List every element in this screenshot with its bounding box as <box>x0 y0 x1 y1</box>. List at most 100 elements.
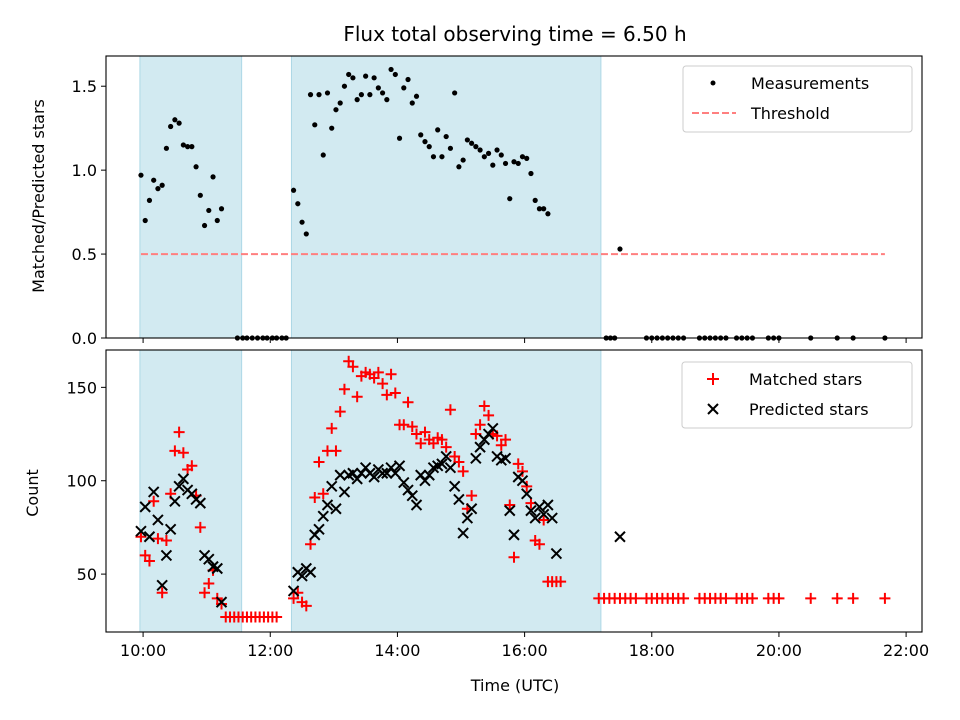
measurements-point <box>371 75 377 81</box>
predicted-stars-point <box>465 503 478 515</box>
measurements-point <box>375 85 381 91</box>
predicted-stars-point <box>194 497 207 509</box>
measurements-point <box>307 92 314 98</box>
matched-stars-point <box>457 465 469 477</box>
measurements-point <box>528 170 534 177</box>
matched-stars-point <box>381 389 393 401</box>
predicted-stars-point <box>474 441 486 453</box>
matched-stars-point <box>508 551 520 563</box>
predicted-stars-point <box>542 499 554 511</box>
matched-stars-point <box>453 456 465 468</box>
predicted-stars-point <box>546 512 558 524</box>
measurements-point <box>443 133 449 140</box>
predicted-stars-point <box>368 471 380 483</box>
measurements-point <box>541 206 547 212</box>
bottom-axes-frame <box>105 349 923 633</box>
top-y-tick-label: 0.0 <box>72 329 97 348</box>
predicted-stars-point <box>508 529 520 541</box>
legend-measurements-label: Measurements <box>751 74 869 93</box>
measurements-point <box>146 197 153 203</box>
measurements-point <box>379 90 386 96</box>
matched-stars-point <box>415 437 427 449</box>
matched-stars-point <box>368 372 380 384</box>
matched-stars-point <box>330 445 342 457</box>
measurements-point <box>303 231 309 237</box>
measurements-point <box>290 187 297 193</box>
measurements-point <box>299 219 305 225</box>
measurements-point <box>218 206 225 212</box>
top-y-tick-label: 1.0 <box>72 161 97 180</box>
top-shaded-interval <box>290 56 602 338</box>
legend-predicted-label: Predicted stars <box>749 400 869 419</box>
predicted-stars-point <box>410 499 423 511</box>
measurements-point <box>384 97 390 103</box>
measurements-point <box>206 207 212 214</box>
matched-stars-point <box>372 366 384 378</box>
predicted-stars-point <box>537 508 550 521</box>
matched-stars-point <box>504 499 516 511</box>
predicted-stars-point <box>211 562 223 575</box>
matched-stars-point <box>678 592 690 604</box>
measurements-point <box>439 154 445 160</box>
measurements-point <box>350 75 356 81</box>
top-shaded-interval <box>139 56 243 338</box>
measurements-point <box>532 197 538 203</box>
measurements-point <box>316 92 322 98</box>
predicted-stars-point <box>533 501 546 513</box>
measurements-point <box>515 160 521 167</box>
predicted-stars-point <box>156 579 168 592</box>
matched-stars-point <box>436 434 448 446</box>
predicted-stars-point <box>614 531 626 543</box>
measurements-point <box>214 217 220 224</box>
measurements-point <box>494 147 500 153</box>
predicted-stars-point <box>313 523 325 535</box>
measurements-point <box>142 217 148 224</box>
matched-stars-point <box>385 368 397 380</box>
matched-stars-point <box>402 396 414 408</box>
matched-stars-point <box>351 391 363 403</box>
measurements-point <box>447 145 454 151</box>
measurements-point <box>329 125 335 131</box>
measurements-point <box>163 145 170 151</box>
matched-stars-point <box>148 495 160 507</box>
matched-stars-point <box>470 428 482 440</box>
predicted-stars-point <box>448 480 461 493</box>
bottom-shaded-interval <box>139 350 243 632</box>
measurements-point <box>502 160 509 167</box>
predicted-stars-point <box>160 549 173 562</box>
measurements-point <box>396 135 403 141</box>
x-tick-label: 10:00 <box>120 641 166 660</box>
top-y-tick-label: 1.5 <box>72 77 97 96</box>
predicted-stars-point <box>453 493 465 506</box>
predicted-stars-point <box>376 467 389 479</box>
predicted-stars-point <box>147 486 160 498</box>
matched-stars-point <box>483 409 495 421</box>
top-plot-area <box>139 56 885 338</box>
measurements-point <box>358 92 364 98</box>
measurements-point <box>481 154 487 160</box>
measurements-point <box>341 83 348 89</box>
predicted-stars-point <box>317 510 329 522</box>
measurements-point <box>507 196 513 202</box>
top-legend: Measurements Threshold <box>682 65 913 133</box>
matched-stars-point <box>389 387 401 399</box>
top-legend-box <box>682 65 913 133</box>
predicted-stars-point <box>440 450 452 463</box>
measurements-point <box>452 90 458 96</box>
measurements-point <box>456 164 462 170</box>
measurements-point <box>324 90 331 96</box>
bottom-y-tick-label: 150 <box>66 378 97 397</box>
matched-stars-point <box>216 598 228 610</box>
matched-stars-point <box>805 592 817 604</box>
predicted-stars-point <box>203 553 215 565</box>
measurements-point <box>511 159 517 165</box>
measurements-point <box>151 177 157 183</box>
predicted-stars-point <box>398 476 410 489</box>
matched-stars-point <box>847 592 859 604</box>
matched-stars-point <box>288 592 300 604</box>
measurements-point <box>524 155 530 161</box>
predicted-stars-point <box>334 469 346 481</box>
matched-stars-point <box>326 422 338 434</box>
matched-stars-point <box>500 434 512 446</box>
